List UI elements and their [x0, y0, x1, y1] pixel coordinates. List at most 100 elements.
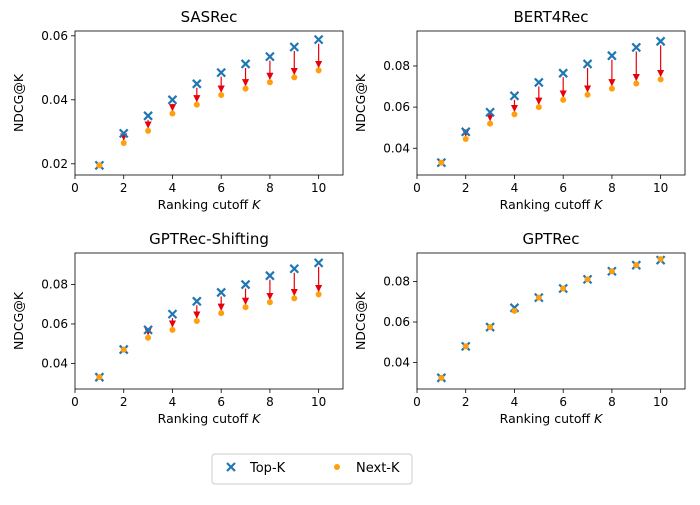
next-k-point	[96, 374, 103, 381]
y-tick-label: 0.06	[383, 100, 410, 114]
x-tick-label: 4	[511, 395, 519, 409]
next-k-point	[608, 85, 615, 92]
x-tick-label: 10	[311, 395, 326, 409]
next-k-point	[657, 76, 664, 83]
top-k-point-stroke	[509, 91, 520, 101]
top-k-point-stroke	[143, 325, 153, 335]
next-k-point	[560, 285, 567, 292]
top-k-point	[655, 36, 666, 47]
x-tick-label: 8	[266, 181, 274, 195]
legend-next-k-label: Next-K	[356, 461, 400, 476]
next-k-point	[145, 334, 152, 341]
top-k-point	[167, 95, 178, 105]
top-k-point-stroke	[192, 79, 202, 89]
next-k-point	[266, 299, 273, 306]
plot-frame	[416, 30, 686, 176]
next-k-point	[169, 110, 176, 117]
top-k-point-stroke	[485, 107, 495, 118]
top-k-point-stroke	[631, 42, 642, 53]
top-k-point-stroke	[240, 59, 251, 69]
x-tick-label: 8	[266, 395, 274, 409]
x-tick-label: 10	[653, 395, 668, 409]
x-tick-label: 6	[217, 181, 225, 195]
chart-panel-4: GPTRec 0 2 4 6 8 10 0.04 0.06 0.08 Ranking cutoff …	[353, 230, 686, 426]
top-k-point	[289, 42, 300, 52]
x-tick-label: 10	[653, 181, 668, 195]
next-k-point	[218, 92, 225, 98]
top-k-point-stroke	[289, 263, 300, 274]
y-axis-label: NDCG@K	[353, 73, 368, 132]
y-tick-label: 0.04	[383, 141, 410, 155]
next-k-point	[169, 326, 176, 333]
x-tick-label: 10	[311, 181, 326, 195]
next-k-point	[96, 162, 103, 169]
x-tick-label: 6	[217, 395, 225, 409]
top-k-point-stroke	[118, 128, 129, 139]
next-k-point	[218, 310, 225, 317]
next-k-point	[633, 80, 640, 87]
next-k-point	[535, 104, 542, 111]
next-k-point	[560, 96, 567, 103]
y-tick-label: 0.06	[383, 315, 410, 329]
next-k-point	[511, 111, 518, 118]
next-k-point	[584, 276, 591, 283]
top-k-point	[167, 309, 178, 319]
plot-frame	[74, 30, 344, 176]
top-k-point-stroke	[460, 127, 471, 137]
next-k-point	[120, 140, 127, 146]
next-k-point	[487, 120, 494, 127]
top-k-point-stroke	[534, 77, 544, 88]
next-k-point	[462, 136, 469, 142]
chart-title: GPTRec	[522, 230, 579, 248]
x-tick-label: 2	[120, 395, 128, 409]
top-k-point-stroke	[167, 95, 178, 105]
top-k-point	[240, 279, 251, 290]
top-k-point-stroke	[558, 68, 568, 78]
chart-panel-3: GPTRec-Shifting 0 2 4 6 8 10 0.04 0.06 0.08 Rankin…	[11, 230, 344, 426]
x-axis-label: Ranking cutoff K	[500, 411, 604, 426]
legend: Top-K Next-K	[211, 453, 413, 485]
top-k-point-stroke	[313, 258, 324, 268]
next-k-point	[633, 262, 640, 269]
x-tick-label: 4	[169, 395, 177, 409]
chart-panel-1: SASRec 0 2 4 6 8 10 0.02 0.04 0.06 Ranking cutoff …	[11, 8, 344, 212]
next-k-point	[487, 324, 494, 331]
y-tick-label: 0.04	[41, 93, 68, 107]
next-k-point	[462, 343, 469, 350]
top-k-point-stroke	[216, 67, 226, 78]
top-k-point-stroke	[289, 42, 300, 52]
next-k-point	[535, 294, 542, 301]
next-k-point	[120, 346, 127, 353]
top-k-point-stroke	[216, 287, 226, 298]
legend-top-k-label: Top-K	[249, 461, 286, 476]
next-k-point	[438, 374, 445, 381]
x-axis-label: Ranking cutoff K	[500, 197, 604, 212]
next-k-point	[145, 127, 152, 134]
next-k-point	[193, 101, 200, 108]
y-axis-label: NDCG@K	[11, 73, 26, 132]
y-tick-label: 0.04	[41, 356, 68, 370]
plot-frame	[416, 252, 686, 390]
x-tick-label: 0	[71, 181, 79, 195]
plot-frame	[74, 252, 344, 390]
y-tick-label: 0.06	[41, 29, 68, 43]
next-k-point	[291, 295, 298, 302]
x-tick-label: 8	[608, 181, 616, 195]
y-axis-label: NDCG@K	[353, 291, 368, 350]
top-k-point	[460, 127, 471, 137]
top-k-point	[534, 77, 544, 88]
next-k-point	[291, 74, 298, 81]
top-k-point	[143, 325, 153, 335]
chart-title: SASRec	[181, 8, 238, 26]
chart-title: BERT4Rec	[513, 8, 588, 26]
top-k-point-stroke	[313, 34, 324, 45]
top-k-point	[216, 67, 226, 78]
y-tick-label: 0.08	[41, 278, 68, 292]
next-k-point	[242, 85, 249, 92]
x-tick-label: 0	[71, 395, 79, 409]
y-axis-label: NDCG@K	[11, 291, 26, 350]
y-tick-label: 0.06	[41, 317, 68, 331]
x-tick-label: 6	[559, 181, 567, 195]
